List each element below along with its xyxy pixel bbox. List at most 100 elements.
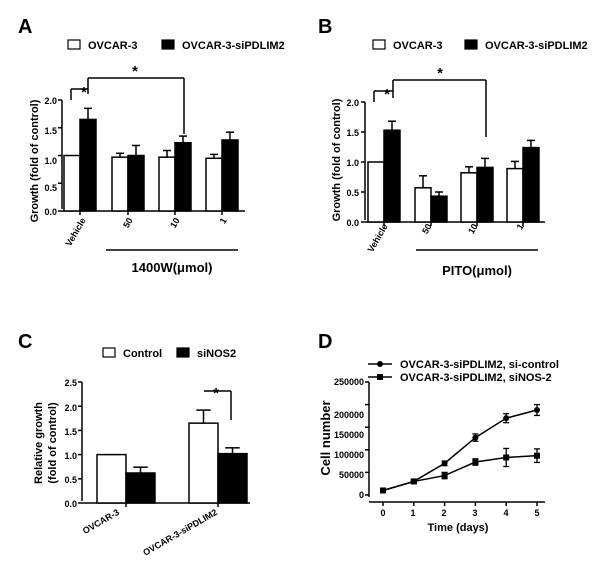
legend-swatch-control-c [102, 347, 116, 358]
bar-a-ovcar-3-0 [63, 154, 81, 212]
legend-swatch-sipdlim2-a [161, 39, 175, 50]
y-axis-title-b: Growth (fold of control) [331, 98, 343, 221]
x-tick-label-d-0: 0 [380, 508, 385, 518]
y-tick-label-b-4: 2.0 [346, 98, 359, 108]
line-marks-d [365, 381, 545, 506]
legend-label-sinos2-c: siNOS2 [197, 348, 236, 360]
legend-b: OVCAR-3 OVCAR-3-siPDLIM2 [372, 39, 588, 52]
bar-c-control-0 [96, 453, 127, 504]
bar-b-ovcar-3-2 [460, 172, 478, 223]
y-tick-label-c-2: 1.0 [64, 451, 77, 461]
x-category-label-c-0: OVCAR-3 [81, 507, 121, 536]
x-tick-label-d-5: 5 [534, 508, 539, 518]
data-point-d-sinos2-2 [441, 472, 448, 479]
bar-a-ovcar-3-sipdlim2-3 [221, 139, 239, 212]
significance-marker-c: * [213, 385, 219, 402]
y-tick-label-b-1: 0.5 [346, 188, 359, 198]
panel-letter-b: B [318, 16, 332, 38]
panel-letter-c: C [18, 331, 32, 353]
bar-b-ovcar-3-3 [506, 167, 524, 223]
legend-label-ovcar3-b: OVCAR-3 [393, 40, 443, 52]
chart-panel-d: OVCAR-3-siPDLIM2, si-control OVCAR-3-siP… [318, 359, 559, 534]
bar-a-ovcar-3-2 [158, 156, 176, 212]
y-tick-label-b-2: 1.0 [346, 158, 359, 168]
legend-swatch-ovcar3-b [372, 39, 386, 50]
y-tick-label-d-0: 0 [359, 490, 364, 500]
y-tick-label-c-4: 2.0 [64, 403, 77, 413]
x-category-label-b-0: Vehicle [366, 222, 390, 254]
bar-a-ovcar-3-3 [205, 157, 223, 212]
significance-marker-b-1: * [384, 86, 390, 103]
y-tick-label-d-5: 250000 [334, 377, 364, 387]
data-point-d-sinos2-4 [503, 454, 510, 461]
bar-c-sinos2-0 [125, 472, 156, 504]
y-tick-label-c-5: 2.5 [64, 378, 77, 388]
data-point-d-sinos2-0 [380, 487, 386, 494]
significance-marker-a-1: * [81, 84, 87, 101]
bar-b-ovcar-3-0 [367, 161, 385, 223]
bar-a-ovcar-3-1 [111, 156, 129, 212]
y-tick-label-c-3: 1.5 [64, 427, 77, 437]
group-label-a: 1400W(μmol) [132, 260, 213, 275]
legend-label-sinos2-d: OVCAR-3-siPDLIM2, siNOS-2 [400, 372, 552, 384]
y-tick-label-d-4: 200000 [334, 410, 364, 420]
y-tick-label-b-0: 0.0 [346, 218, 359, 228]
legend-d: OVCAR-3-siPDLIM2, si-control OVCAR-3-siP… [368, 359, 559, 384]
significance-marker-b-2: * [437, 65, 443, 82]
x-axis-title-d: Time (days) [428, 522, 489, 534]
x-category-label-a-3: 1 [218, 216, 229, 225]
y-tick-label-d-2: 100000 [334, 450, 364, 460]
x-category-label-a-1: 50 [121, 216, 135, 230]
y-axis-title-d: Cell number [318, 400, 333, 475]
legend-marker-sicontrol-d [377, 361, 383, 367]
bar-c-sinos2-1 [217, 452, 248, 504]
panel-letter-d: D [318, 331, 332, 353]
y-tick-label-d-1: 50000 [339, 470, 364, 480]
x-tick-label-d-1: 1 [410, 508, 415, 518]
data-point-d-sicontrol-3 [472, 434, 479, 441]
panel-letter-a: A [18, 16, 32, 38]
data-point-d-sinos2-1 [410, 478, 417, 485]
group-label-b: PITO(μmol) [442, 263, 512, 278]
y-tick-label-a-1: 0.5 [44, 183, 57, 193]
bar-b-ovcar-3-sipdlim2-1 [430, 195, 448, 223]
bar-a-ovcar-3-sipdlim2-2 [174, 141, 192, 212]
series-line-sinos2 [382, 454, 538, 492]
data-point-d-sicontrol-5 [534, 407, 540, 414]
legend-swatch-ovcar3-a [67, 39, 81, 50]
legend-marker-sinos2-d [377, 374, 383, 380]
data-point-d-sicontrol-2 [441, 460, 448, 467]
x-category-label-c-1: OVCAR-3-siPDLIM2 [141, 507, 219, 558]
legend-label-sicontrol-d: OVCAR-3-siPDLIM2, si-control [400, 359, 559, 371]
data-point-d-sinos2-3 [472, 459, 479, 466]
legend-swatch-sinos2-c [176, 347, 190, 358]
legend-swatch-sipdlim2-b [464, 39, 478, 50]
x-category-label-a-2: 10 [168, 216, 182, 230]
legend-a: OVCAR-3 OVCAR-3-siPDLIM2 [67, 39, 285, 52]
x-tick-label-d-4: 4 [503, 508, 508, 518]
y-tick-label-c-0: 0.0 [64, 499, 77, 509]
bar-b-ovcar-3-sipdlim2-3 [522, 146, 540, 223]
x-tick-label-d-2: 2 [441, 508, 446, 518]
bar-a-ovcar-3-sipdlim2-1 [127, 154, 145, 212]
significance-marker-a-2: * [132, 63, 138, 80]
bar-b-ovcar-3-sipdlim2-0 [383, 129, 401, 223]
bar-b-ovcar-3-sipdlim2-2 [476, 166, 494, 223]
y-tick-label-b-3: 1.5 [346, 128, 359, 138]
bar-marks-b: ** [361, 65, 545, 226]
chart-panel-b: OVCAR-3 OVCAR-3-siPDLIM2 Growth (fold of… [331, 39, 588, 278]
y-tick-label-a-0: 0.0 [44, 207, 57, 217]
legend-label-sipdlim2-b: OVCAR-3-siPDLIM2 [485, 40, 588, 52]
data-point-d-sinos2-5 [534, 452, 540, 459]
y-axis-title-c-line2: (fold of control) [47, 402, 59, 484]
data-point-d-sicontrol-4 [503, 415, 510, 422]
legend-label-sipdlim2-a: OVCAR-3-siPDLIM2 [182, 40, 285, 52]
x-tick-label-d-3: 3 [472, 508, 477, 518]
bar-marks-c: * [78, 381, 250, 507]
x-category-label-a-0: Vehicle [64, 216, 88, 248]
bar-b-ovcar-3-1 [414, 187, 432, 223]
x-category-label-b-3: 1 [515, 222, 526, 231]
y-tick-label-d-3: 150000 [334, 430, 364, 440]
series-line-sicontrol [382, 409, 538, 492]
